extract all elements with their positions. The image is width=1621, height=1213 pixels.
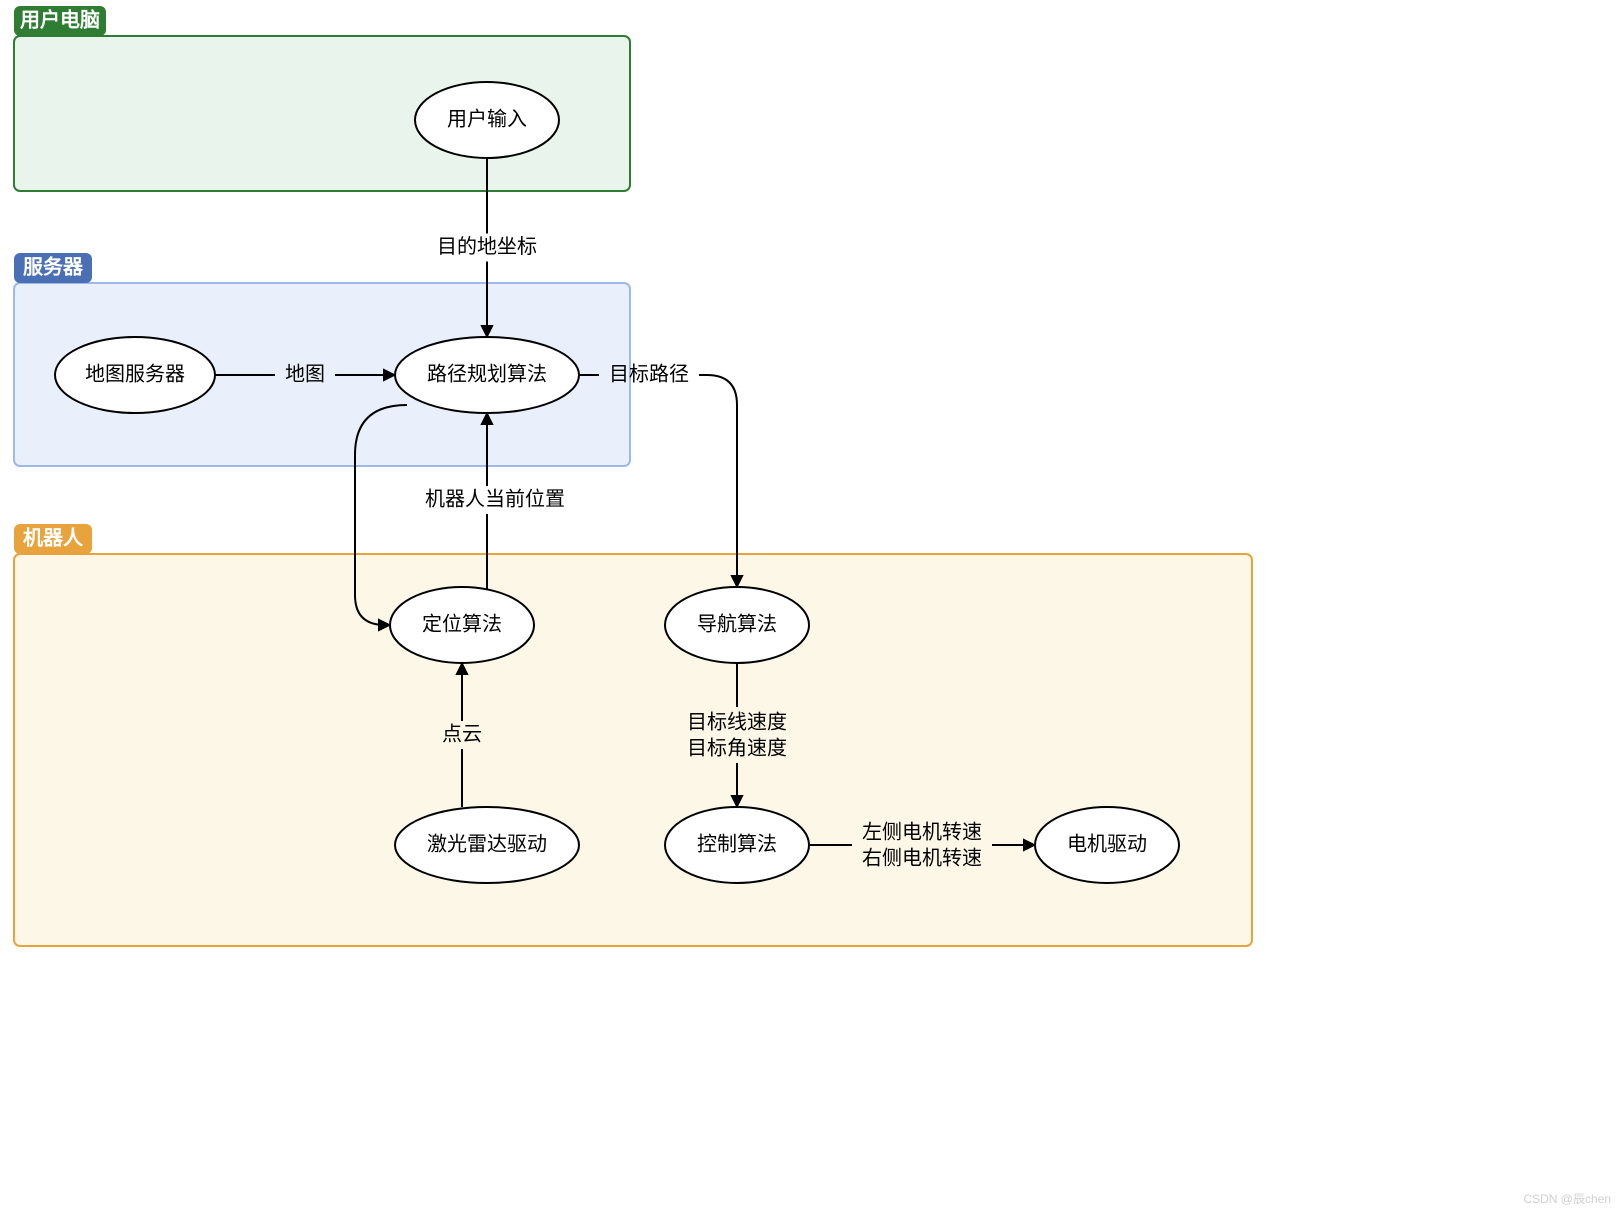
- group-user-pc-label: 用户电脑: [20, 7, 100, 31]
- edge-map-to-plan-label: 地图: [285, 362, 325, 385]
- node-user-input-label: 用户输入: [447, 107, 527, 130]
- group-server-label: 服务器: [23, 254, 84, 278]
- node-path-plan: 路径规划算法: [395, 337, 579, 413]
- edge-user-to-plan-label: 目的地坐标: [437, 235, 537, 258]
- node-navigation: 导航算法: [665, 587, 809, 663]
- node-motor-label: 电机驱动: [1067, 832, 1147, 855]
- watermark: CSDN @辰chen: [1523, 1192, 1611, 1206]
- node-path-plan-label: 路径规划算法: [427, 362, 547, 385]
- edge-plan-to-nav-label: 目标路径: [609, 362, 689, 385]
- flowchart-diagram: 用户电脑 服务器 机器人 用户输入 地图服务器 路径规划算法 定位算法: [0, 0, 1621, 1213]
- node-lidar: 激光雷达驱动: [395, 807, 579, 883]
- node-user-input: 用户输入: [415, 82, 559, 158]
- node-navigation-label: 导航算法: [697, 612, 777, 635]
- node-control-label: 控制算法: [697, 832, 777, 855]
- node-lidar-label: 激光雷达驱动: [427, 832, 547, 855]
- group-robot-box: [14, 554, 1252, 946]
- edge-ctrl-to-motor-label1: 左侧电机转速: [862, 820, 982, 843]
- edge-nav-to-ctrl-label1: 目标线速度: [687, 710, 787, 733]
- group-robot: 机器人: [14, 524, 1252, 946]
- edge-lidar-to-loc-label: 点云: [442, 722, 482, 745]
- edge-ctrl-to-motor-label2: 右侧电机转速: [862, 846, 982, 869]
- edge-nav-to-ctrl-label2: 目标角速度: [687, 736, 787, 759]
- group-robot-label: 机器人: [23, 525, 84, 549]
- node-map-server-label: 地图服务器: [85, 362, 185, 385]
- node-control: 控制算法: [665, 807, 809, 883]
- node-localization-label: 定位算法: [422, 612, 502, 635]
- edge-loc-to-plan-label: 机器人当前位置: [425, 487, 565, 510]
- node-map-server: 地图服务器: [55, 337, 215, 413]
- node-localization: 定位算法: [390, 587, 534, 663]
- node-motor: 电机驱动: [1035, 807, 1179, 883]
